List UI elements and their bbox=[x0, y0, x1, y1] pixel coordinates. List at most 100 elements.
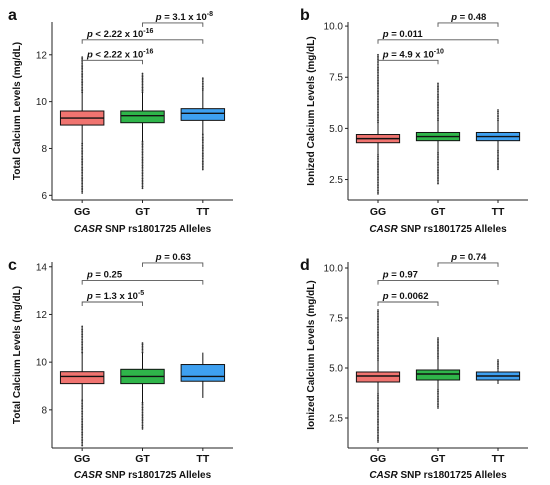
comparison-bracket: p < 2.22 x 10-16 bbox=[81, 28, 204, 44]
outlier-point bbox=[377, 165, 379, 168]
outlier-point bbox=[377, 415, 379, 418]
outlier-point bbox=[437, 352, 439, 355]
p-value-text: = 0.48 bbox=[457, 12, 486, 23]
outlier-point bbox=[81, 69, 84, 71]
p-value-label: p < 2.22 x 10-16 bbox=[86, 48, 153, 60]
p-value-text: = 1.3 x 10 bbox=[93, 291, 138, 302]
outlier-point bbox=[201, 163, 204, 166]
outlier-point bbox=[141, 89, 144, 92]
y-tick-label: 10.0 bbox=[324, 22, 344, 33]
outlier-point bbox=[81, 88, 84, 90]
bracket-line bbox=[81, 280, 204, 285]
outlier-point bbox=[377, 155, 379, 158]
outlier-point bbox=[81, 405, 84, 408]
outlier-point bbox=[377, 396, 379, 399]
outlier-point bbox=[141, 423, 144, 425]
outlier-point bbox=[497, 363, 499, 366]
outlier-point bbox=[377, 412, 379, 415]
outlier-point bbox=[81, 346, 84, 349]
outlier-point bbox=[377, 175, 379, 177]
p-symbol: p bbox=[155, 12, 162, 23]
outlier-point bbox=[141, 86, 144, 89]
outlier-point bbox=[141, 74, 144, 76]
outlier-point bbox=[81, 348, 84, 351]
outlier-point bbox=[81, 166, 84, 169]
outlier-point bbox=[497, 359, 499, 361]
outlier-point bbox=[437, 90, 439, 93]
outlier-point bbox=[81, 165, 84, 167]
outlier-point bbox=[377, 431, 379, 434]
p-value-exponent: -8 bbox=[207, 11, 213, 18]
outlier-point bbox=[141, 405, 144, 407]
outlier-point bbox=[141, 345, 144, 348]
p-value-text: = 0.0062 bbox=[389, 291, 429, 302]
x-tick-label: GT bbox=[431, 453, 446, 465]
bracket-line bbox=[142, 262, 204, 267]
outlier-point bbox=[81, 72, 84, 75]
p-value-label: p = 3.1 x 10-8 bbox=[155, 11, 213, 23]
outlier-point bbox=[437, 163, 439, 166]
outlier-point bbox=[437, 100, 439, 102]
outlier-point bbox=[437, 355, 439, 358]
outlier-point bbox=[377, 402, 379, 405]
outlier-point bbox=[141, 72, 144, 75]
outlier-point bbox=[377, 317, 379, 319]
outlier-point bbox=[141, 413, 144, 416]
p-value-label: p = 0.25 bbox=[86, 270, 123, 281]
outlier-point bbox=[437, 104, 439, 107]
outlier-point bbox=[81, 431, 84, 434]
outlier-point bbox=[437, 403, 439, 406]
outlier-point bbox=[81, 336, 84, 339]
outlier-point bbox=[81, 180, 84, 183]
outlier-point bbox=[201, 159, 204, 161]
outlier-point bbox=[377, 176, 379, 179]
outlier-point bbox=[437, 405, 439, 408]
outlier-point bbox=[377, 102, 379, 104]
outlier-point bbox=[377, 429, 379, 432]
outlier-point bbox=[437, 354, 439, 356]
outlier-point bbox=[377, 323, 379, 326]
outlier-point bbox=[437, 340, 439, 342]
outlier-point bbox=[81, 404, 84, 407]
outlier-point bbox=[437, 166, 439, 169]
p-value-label: p = 0.0062 bbox=[382, 291, 429, 302]
outlier-point bbox=[377, 336, 379, 339]
outlier-point bbox=[377, 346, 379, 348]
outlier-point bbox=[437, 155, 439, 158]
p-value-text: = 0.63 bbox=[162, 252, 191, 263]
outlier-point bbox=[377, 181, 379, 184]
outlier-point bbox=[497, 163, 499, 166]
outlier-point bbox=[497, 360, 499, 363]
outlier-point bbox=[141, 421, 144, 424]
comparison-bracket: p = 4.9 x 10-10 bbox=[377, 48, 444, 65]
outlier-point bbox=[377, 106, 379, 109]
box-GG: GG bbox=[59, 325, 105, 465]
outlier-point bbox=[81, 443, 84, 445]
outlier-point bbox=[377, 186, 379, 189]
outlier-point bbox=[81, 83, 84, 86]
box-body bbox=[180, 108, 226, 121]
outlier-point bbox=[437, 349, 439, 352]
outlier-point bbox=[377, 103, 379, 106]
outlier-point bbox=[141, 153, 144, 156]
box-GT: GT bbox=[415, 82, 461, 218]
outlier-point bbox=[377, 322, 379, 324]
bracket-line bbox=[142, 22, 204, 27]
outlier-point bbox=[377, 418, 379, 421]
box-body bbox=[415, 369, 461, 381]
outlier-point bbox=[437, 116, 439, 118]
box-GG: GG bbox=[355, 53, 401, 218]
box-body bbox=[355, 371, 401, 383]
comparison-bracket: p = 1.3 x 10-5 bbox=[81, 290, 144, 306]
outlier-point bbox=[81, 325, 84, 328]
p-value-text: = 0.97 bbox=[389, 270, 418, 281]
outlier-point bbox=[437, 407, 439, 409]
outlier-point bbox=[201, 165, 204, 168]
y-axis-title: Total Calcium Levels (mg/dL) bbox=[12, 42, 23, 180]
p-symbol: p bbox=[450, 252, 457, 263]
outlier-point bbox=[377, 399, 379, 402]
comparison-bracket: p = 0.63 bbox=[142, 252, 204, 267]
outlier-point bbox=[81, 340, 84, 343]
outlier-point bbox=[81, 89, 84, 92]
x-axis-title-rest: SNP rs1801725 Alleles bbox=[398, 224, 507, 235]
